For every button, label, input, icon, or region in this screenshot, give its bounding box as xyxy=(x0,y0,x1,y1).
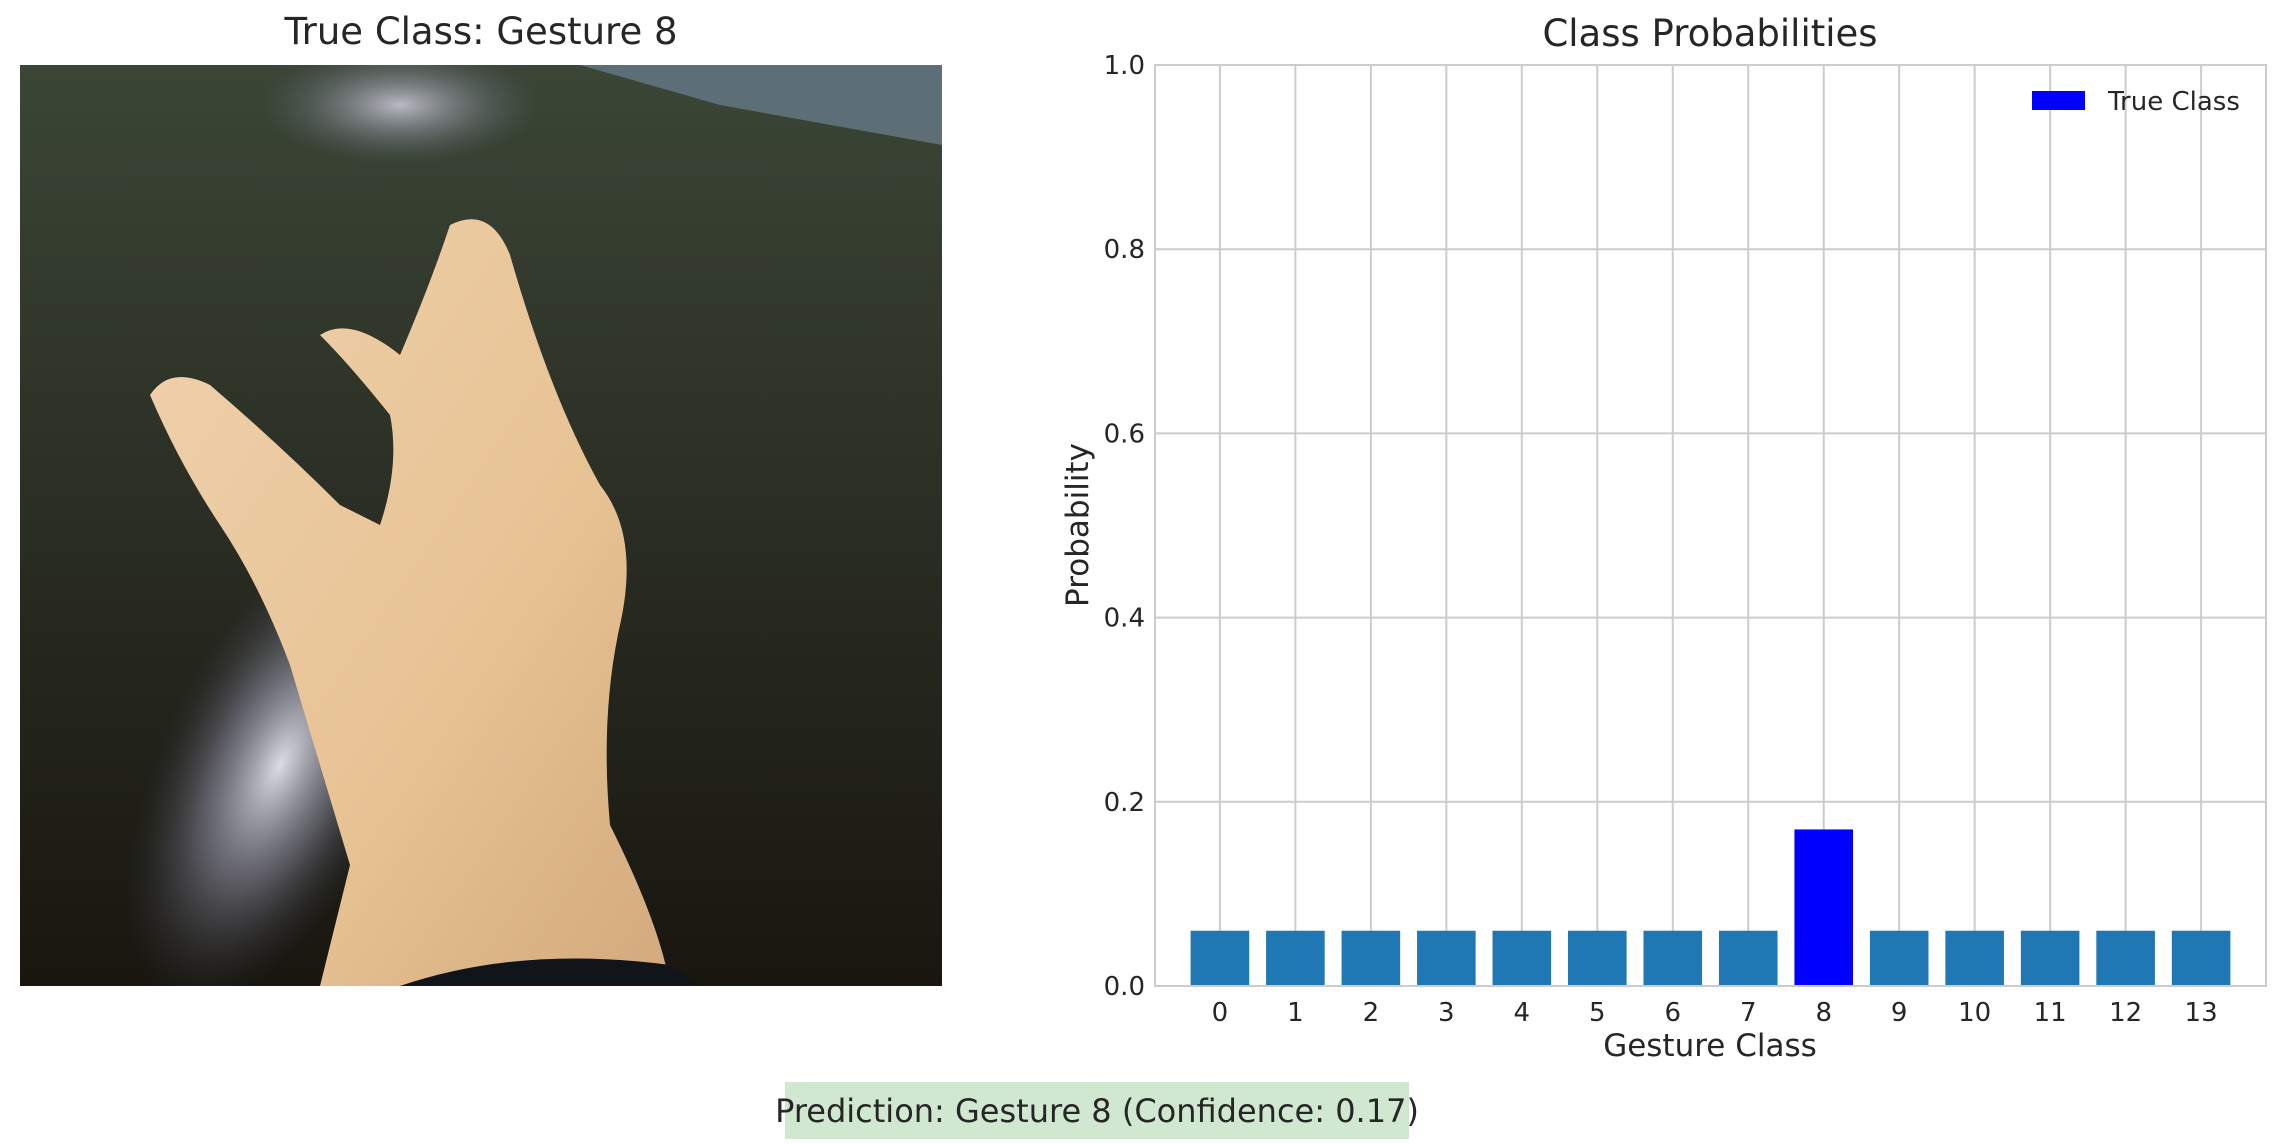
x-tick-label: 6 xyxy=(1664,998,1681,1028)
x-tick-label: 1 xyxy=(1287,998,1304,1028)
plot-frame xyxy=(1154,64,2267,987)
y-tick-label: 1.0 xyxy=(1104,51,1145,81)
x-tick-label: 8 xyxy=(1815,998,1832,1028)
x-tick-label: 7 xyxy=(1740,998,1757,1028)
x-tick-label: 13 xyxy=(2185,998,2218,1028)
y-axis-label: Probability xyxy=(1060,443,1096,607)
y-tick-label: 0.8 xyxy=(1104,235,1145,265)
bar-gesture-12 xyxy=(2096,930,2155,986)
bar-gesture-6 xyxy=(1643,930,1703,986)
bar-gesture-2 xyxy=(1341,930,1401,986)
image-title: True Class: Gesture 8 xyxy=(284,10,678,53)
prediction-box: Prediction: Gesture 8 (Confidence: 0.17) xyxy=(775,1082,1419,1139)
bar-gesture-5 xyxy=(1568,930,1627,986)
legend-label-true-class: True Class xyxy=(2107,87,2240,117)
legend: True Class xyxy=(2032,87,2240,117)
bar-gesture-7 xyxy=(1718,930,1778,986)
x-tick-label: 5 xyxy=(1589,998,1606,1028)
bar-gesture-11 xyxy=(2020,930,2080,986)
x-tick-label: 3 xyxy=(1438,998,1455,1028)
bar-gesture-0 xyxy=(1190,930,1250,986)
gesture-photo xyxy=(20,65,942,986)
x-tick-label: 0 xyxy=(1212,998,1229,1028)
x-tick-label: 2 xyxy=(1363,998,1380,1028)
y-tick-label: 0.4 xyxy=(1104,604,1145,634)
y-tick-label: 0.0 xyxy=(1104,972,1145,1002)
x-tick-label: 12 xyxy=(2109,998,2142,1028)
x-tick-label: 9 xyxy=(1891,998,1908,1028)
bar-gesture-8 xyxy=(1794,829,1853,986)
chart-title: Class Probabilities xyxy=(1542,12,1877,55)
x-tick-label: 11 xyxy=(2034,998,2067,1028)
bar-gesture-9 xyxy=(1869,930,1929,986)
x-axis-label: Gesture Class xyxy=(1603,1028,1817,1064)
y-tick-label: 0.2 xyxy=(1104,788,1145,818)
bar-gesture-10 xyxy=(1945,930,2004,986)
legend-swatch-true-class xyxy=(2032,91,2085,110)
bar-gesture-4 xyxy=(1492,930,1552,986)
x-tick-label: 4 xyxy=(1514,998,1531,1028)
bar-gesture-13 xyxy=(2171,930,2231,986)
y-tick-label: 0.6 xyxy=(1104,419,1145,449)
bar-gesture-3 xyxy=(1417,930,1476,986)
bar-gesture-1 xyxy=(1266,930,1325,986)
x-tick-label: 10 xyxy=(1958,998,1991,1028)
